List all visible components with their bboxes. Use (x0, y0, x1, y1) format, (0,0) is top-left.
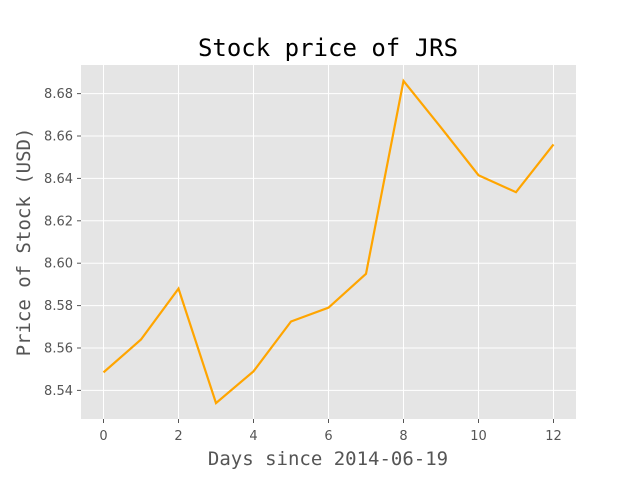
grid-lines (81, 65, 576, 419)
x-tick-label-4: 8 (399, 429, 407, 444)
y-tick-label-1: 8.56 (44, 341, 73, 356)
y-tick-label-4: 8.62 (44, 214, 73, 229)
x-axis-tick-labels: 0 2 4 6 8 10 12 (99, 429, 561, 444)
x-tick-label-2: 4 (249, 429, 257, 444)
y-tick-label-0: 8.54 (44, 384, 73, 399)
x-axis-label: Days since 2014-06-19 (208, 448, 448, 470)
y-tick-label-7: 8.68 (44, 87, 73, 102)
y-axis-label: Price of Stock (USD) (13, 128, 35, 357)
x-tick-label-6: 12 (545, 429, 562, 444)
x-tick-label-3: 6 (324, 429, 332, 444)
y-axis-tick-labels: 8.54 8.56 8.58 8.60 8.62 8.64 8.66 8.68 (44, 87, 73, 399)
x-tick-label-0: 0 (99, 429, 107, 444)
x-tick-label-5: 10 (470, 429, 487, 444)
y-tick-label-3: 8.60 (44, 257, 73, 272)
y-tick-label-5: 8.64 (44, 172, 73, 187)
y-tick-label-6: 8.66 (44, 130, 73, 145)
chart-title: Stock price of JRS (198, 34, 458, 62)
tick-marks (77, 93, 554, 423)
y-tick-label-2: 8.58 (44, 299, 73, 314)
series-line (102, 78, 555, 405)
x-tick-label-1: 2 (174, 429, 182, 444)
